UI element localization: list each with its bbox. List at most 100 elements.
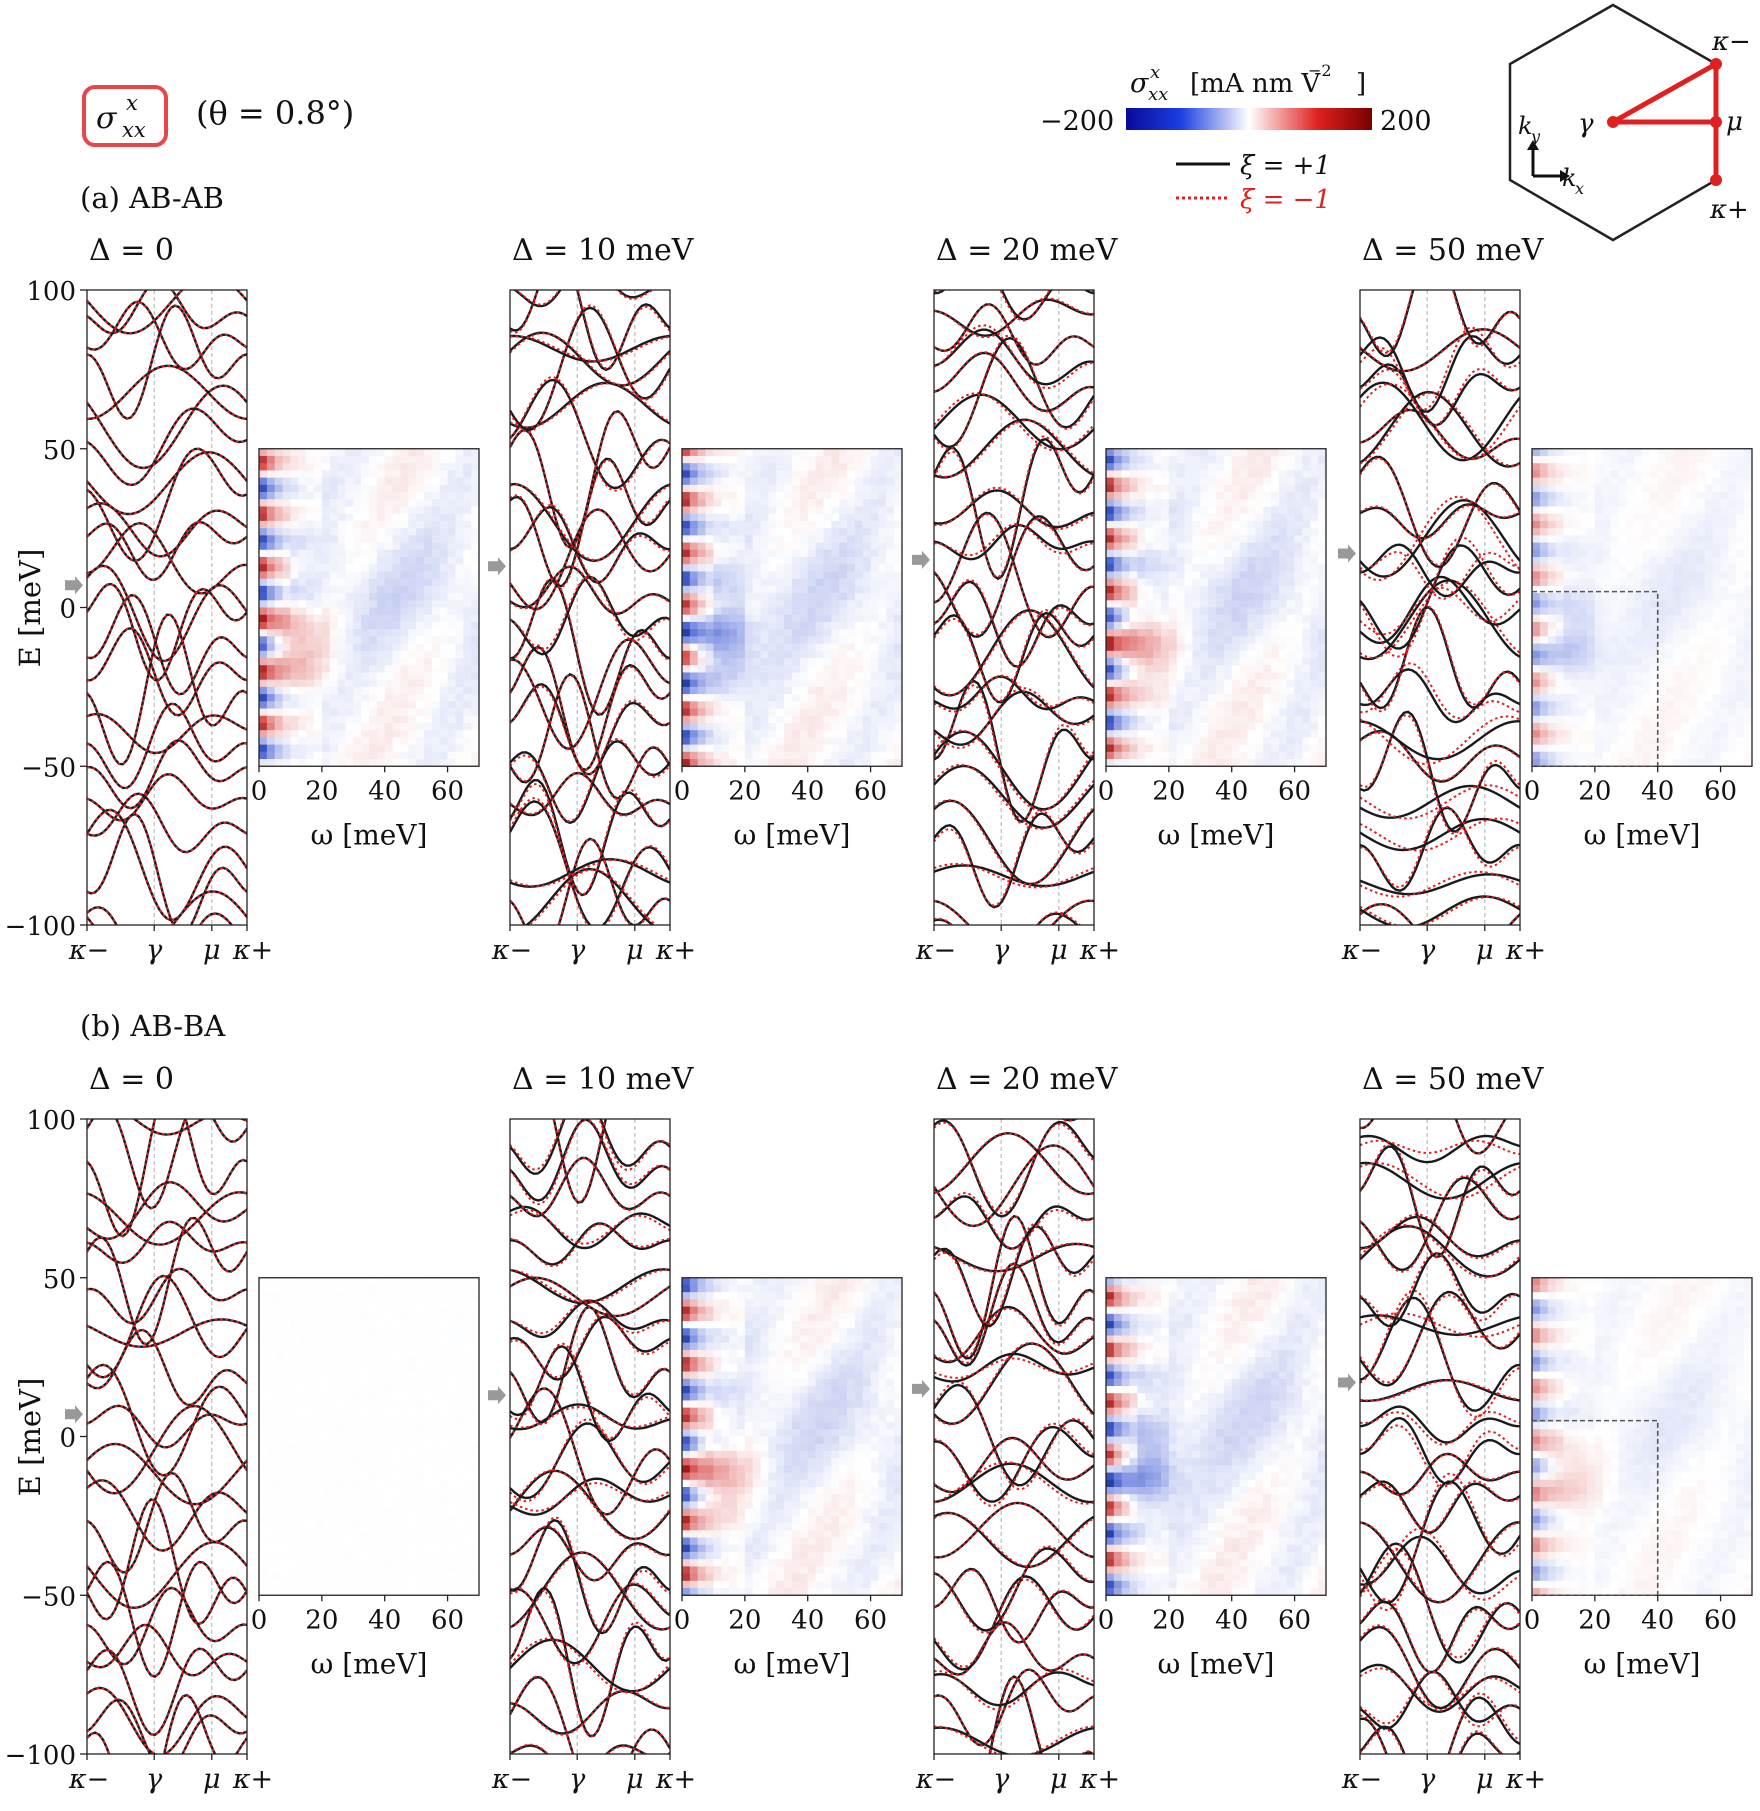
heatmap-cell <box>737 463 746 471</box>
heatmap-cell <box>721 629 730 637</box>
heatmap-cell <box>807 542 816 551</box>
heatmap-cell <box>1318 463 1327 471</box>
heatmap-cell <box>439 629 448 637</box>
heatmap-cell <box>314 492 323 500</box>
band-line-xi-minus <box>87 522 247 595</box>
heatmap-cell <box>689 484 699 493</box>
heatmap-cell <box>376 556 386 565</box>
heatmap-cell <box>1681 492 1690 500</box>
heatmap-cell <box>878 650 887 659</box>
heatmap-cell <box>447 686 456 695</box>
heatmap-cell <box>886 571 895 580</box>
heatmap-cell <box>321 672 331 681</box>
heatmap-cell <box>392 578 401 587</box>
heatmap-cell <box>1594 759 1604 767</box>
heatmap-cell <box>760 585 769 594</box>
heatmap-cell <box>1310 448 1319 457</box>
heatmap-cell <box>729 463 738 471</box>
heatmap-cell <box>870 542 879 551</box>
heatmap-cell <box>282 455 291 464</box>
heatmap-cell <box>1610 650 1619 659</box>
heatmap-cell <box>306 448 315 457</box>
heatmap-cell <box>1579 715 1588 724</box>
heatmap-cell <box>431 593 441 601</box>
heatmap-cell <box>1318 484 1327 493</box>
heatmap-cell <box>1626 499 1635 507</box>
heatmap-cell <box>259 629 268 637</box>
heatmap-cell <box>361 643 370 652</box>
heatmap-cell <box>705 751 714 760</box>
heatmap-cell <box>400 492 409 500</box>
heatmap-cell <box>847 542 856 551</box>
heatmap-cell <box>321 477 331 486</box>
heatmap-cell <box>847 484 856 493</box>
heatmap-cell <box>752 643 761 652</box>
heatmap-cell <box>1634 593 1643 601</box>
heatmap-cell <box>1200 492 1209 500</box>
heatmap-cell <box>1665 549 1674 558</box>
heatmap-cell <box>1579 744 1588 753</box>
heatmap-cell <box>1247 542 1256 551</box>
heatmap-cell <box>1200 708 1209 717</box>
bz-point-kplus <box>1710 174 1722 186</box>
heatmap-cell <box>1255 643 1264 652</box>
heatmap-cell <box>1634 448 1643 457</box>
heatmap-cell <box>1271 593 1280 601</box>
heatmap-cell <box>1208 643 1217 652</box>
heatmap-cell <box>1161 701 1170 709</box>
heatmap-cell <box>768 470 777 479</box>
heatmap-cell <box>1571 455 1580 464</box>
heatmap-cell <box>839 463 848 471</box>
heatmap-cell <box>1649 499 1659 507</box>
heatmap-cell <box>1318 679 1327 688</box>
heatmap-cell <box>259 571 268 580</box>
heatmap-cell <box>1626 520 1635 529</box>
heatmap-cell <box>1200 499 1209 507</box>
heatmap-cell <box>424 672 433 681</box>
heatmap-cell <box>455 614 464 623</box>
heatmap-cell <box>1255 679 1264 688</box>
band-line-xi-plus <box>87 906 234 925</box>
heatmap-cell <box>1294 759 1303 767</box>
heatmap-cell <box>384 463 393 471</box>
heatmap-cell <box>290 585 299 594</box>
heatmap-cell <box>1539 564 1549 572</box>
heatmap-cell <box>1200 759 1209 767</box>
heatmap-cell <box>1618 701 1627 709</box>
heatmap-cell <box>400 499 409 507</box>
heatmap-cell <box>1263 744 1272 753</box>
heatmap-cell <box>760 730 769 738</box>
heatmap-cell <box>1192 477 1201 486</box>
heatmap-cell <box>1247 535 1256 543</box>
heatmap-cell <box>1176 686 1185 695</box>
heatmap-cell <box>1247 484 1256 493</box>
heatmap-cell <box>815 571 824 580</box>
heatmap-cell <box>1184 708 1193 717</box>
heatmap-cell <box>1649 528 1659 536</box>
heatmap-cell <box>760 701 769 709</box>
heatmap-cell <box>784 535 793 543</box>
heatmap-cell <box>1192 593 1201 601</box>
heatmap-cell <box>1129 513 1138 522</box>
heatmap-cell <box>471 455 480 464</box>
heatmap-cell <box>1555 621 1564 630</box>
heatmap-cell <box>1231 744 1240 753</box>
heatmap-cell <box>1137 629 1146 637</box>
heatmap-cell <box>353 578 362 587</box>
heatmap-cell <box>345 484 354 493</box>
heatmap-cell <box>1665 556 1674 565</box>
heatmap-cell <box>290 463 299 471</box>
heatmap-cell <box>1310 730 1319 738</box>
heatmap-cell <box>1594 701 1604 709</box>
heatmap-cell <box>1673 759 1682 767</box>
heatmap-cell <box>1129 528 1138 536</box>
heatmap-cell <box>1113 499 1123 507</box>
heatmap-cell <box>697 571 706 580</box>
heatmap-cell <box>807 585 816 594</box>
heatmap-cell <box>823 650 832 659</box>
heatmap-cell <box>1184 650 1193 659</box>
heatmap-cell <box>306 722 315 731</box>
band-line-xi-plus <box>87 520 247 581</box>
heatmap-cell <box>1579 636 1588 644</box>
heatmap-cell <box>471 629 480 637</box>
